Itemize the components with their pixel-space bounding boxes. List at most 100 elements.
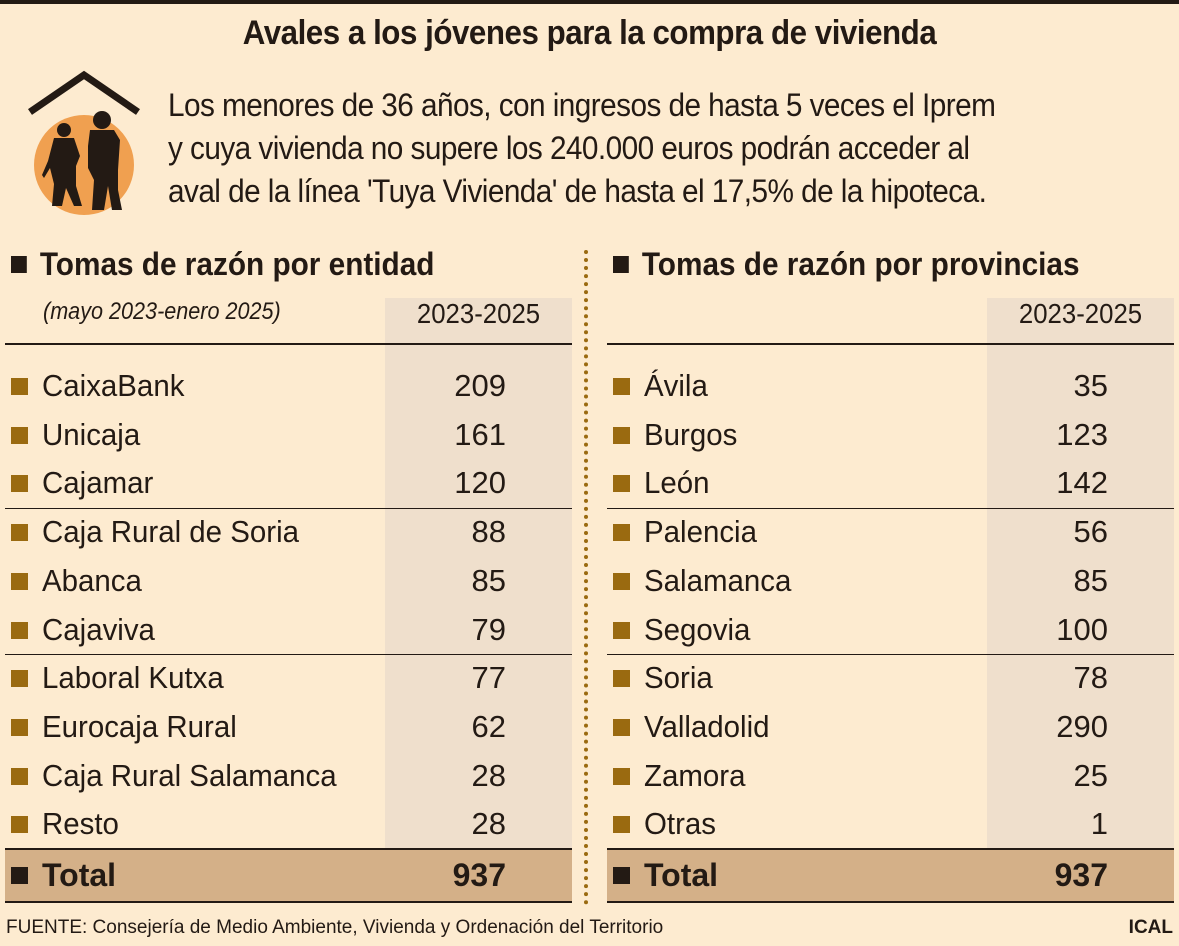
row-value: 77 [471,660,506,696]
header-rule [607,343,1174,345]
square-bullet-icon [11,378,28,395]
row-value: 56 [1073,514,1108,550]
total-row: Total 937 [607,848,1174,903]
row-label: Otras [644,806,717,842]
square-bullet-icon [11,767,28,785]
square-bullet-icon [613,378,630,395]
table-por-provincias: Tomas de razón por provincias 2023-2025 Áv… [607,246,1174,906]
square-bullet-icon [11,621,28,639]
row-label: Salamanca [644,562,792,598]
value-column-shade [385,298,572,850]
square-bullet-icon [613,256,629,273]
table-row: Valladolid 290 [607,703,1174,751]
column-header: 2023-2025 [416,298,541,329]
row-value: 1 [1090,806,1108,842]
intro-line: Los menores de 36 años, con ingresos de … [168,87,996,123]
row-label: Ávila [644,368,708,403]
square-bullet-icon [11,426,28,444]
table-row: Burgos 123 [607,411,1174,459]
top-bar [0,0,1179,4]
row-value: 85 [1073,562,1108,598]
credit: ICAL [1128,917,1173,938]
table-row: Caja Rural de Soria 88 [5,508,572,556]
row-label: Segovia [644,611,751,647]
row-label: Abanca [42,562,142,598]
row-value: 142 [1056,465,1108,501]
section-subtitle: (mayo 2023-enero 2025) [43,298,281,325]
total-label: Total [644,857,719,893]
row-label: León [644,465,710,501]
square-bullet-icon [613,767,630,785]
row-label: Soria [644,660,713,696]
row-label: Unicaja [42,416,141,452]
section-title: Tomas de razón por entidad [11,246,434,283]
square-bullet-icon [613,475,630,493]
table-row: Eurocaja Rural 62 [5,703,572,751]
row-value: 88 [471,514,506,550]
square-bullet-icon [613,867,630,884]
row-value: 28 [471,757,506,793]
table-row: Resto 28 [5,800,572,848]
square-bullet-icon [613,426,630,444]
group-separator [5,654,572,655]
square-bullet-icon [11,867,28,884]
square-bullet-icon [11,475,28,493]
row-value: 62 [471,708,506,744]
page-title: Avales a los jóvenes para la compra de v… [242,14,937,52]
square-bullet-icon [11,816,28,834]
group-separator [607,654,1174,655]
table-row: Caja Rural Salamanca 28 [5,752,572,800]
row-value: 100 [1056,611,1108,647]
dotted-divider [584,250,588,905]
row-value: 35 [1073,368,1108,403]
row-value: 290 [1056,708,1108,744]
table-row: Laboral Kutxa 77 [5,654,572,702]
table-row: Cajamar 120 [5,459,572,507]
square-bullet-icon [11,670,28,688]
row-label: Eurocaja Rural [42,708,237,744]
table-row: Ávila 35 [607,362,1174,410]
square-bullet-icon [11,524,28,542]
square-bullet-icon [613,621,630,639]
row-value: 25 [1073,757,1108,793]
group-separator [5,508,572,509]
value-column-shade [987,298,1174,850]
row-value: 78 [1073,660,1108,696]
total-value: 937 [452,857,506,893]
row-value: 85 [471,562,506,598]
row-label: Palencia [644,514,757,550]
row-value: 120 [454,465,506,501]
table-row: CaixaBank 209 [5,362,572,410]
house-with-young-couple-icon [28,70,140,215]
row-label: Valladolid [644,708,770,744]
row-label: Caja Rural de Soria [42,514,300,550]
section-title-text: Tomas de razón por provincias [641,246,1080,282]
row-label: Laboral Kutxa [42,660,224,696]
row-label: CaixaBank [42,368,185,403]
square-bullet-icon [613,572,630,590]
table-por-entidad: Tomas de razón por entidad (mayo 2023-ene… [5,246,572,906]
square-bullet-icon [613,718,630,736]
intro-line: aval de la línea 'Tuya Vivienda' de hast… [168,173,987,209]
table-row: Palencia 56 [607,508,1174,556]
square-bullet-icon [613,670,630,688]
table-row: Abanca 85 [5,557,572,605]
row-label: Zamora [644,757,746,793]
group-separator [607,508,1174,509]
table-row: Otras 1 [607,800,1174,848]
square-bullet-icon [11,718,28,736]
table-row: Salamanca 85 [607,557,1174,605]
table-row: León 142 [607,459,1174,507]
table-row: Segovia 100 [607,606,1174,654]
square-bullet-icon [11,572,28,590]
source-note: FUENTE: Consejería de Medio Ambiente, Vi… [6,917,664,938]
table-row: Soria 78 [607,654,1174,702]
row-value: 79 [471,611,506,647]
table-row: Cajaviva 79 [5,606,572,654]
row-value: 28 [471,806,506,842]
row-value: 123 [1056,416,1108,452]
table-row: Zamora 25 [607,752,1174,800]
square-bullet-icon [11,256,27,273]
header-rule [5,343,572,345]
total-value: 937 [1054,857,1108,893]
